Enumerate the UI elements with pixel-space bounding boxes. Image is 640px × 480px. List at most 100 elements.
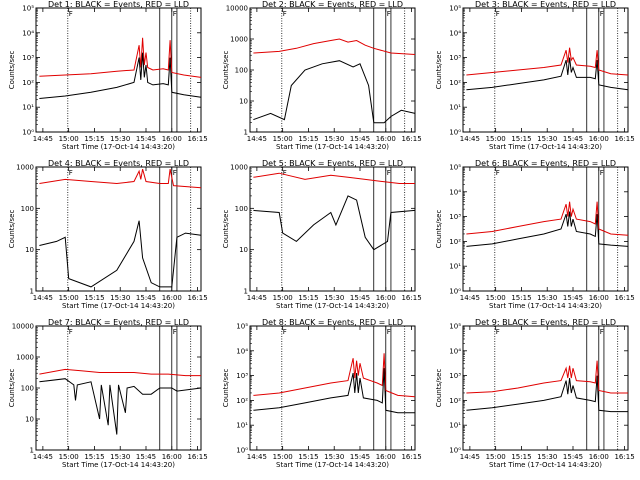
x-tick-label: 14:45 (460, 294, 480, 302)
x-tick-label: 16:15 (187, 135, 207, 143)
y-tick-label: 10⁵ (449, 5, 461, 13)
x-tick-label: 16:00 (589, 135, 609, 143)
y-tick-label: 10 (25, 416, 34, 424)
x-tick-label: 16:00 (589, 453, 609, 461)
x-tick-label: 15:15 (298, 453, 318, 461)
x-tick-label: 15:00 (273, 294, 293, 302)
flag-label: F (387, 169, 391, 177)
y-tick-label: 100 (21, 385, 34, 393)
x-tick-label: 14:45 (33, 294, 53, 302)
x-tick-label: 15:15 (298, 135, 318, 143)
chart-panel-2: Det 2: BLACK = Events, RED = LLD 1 10 100 10… (222, 0, 422, 151)
x-tick-label: 15:45 (563, 294, 583, 302)
y-tick-label: 10 (239, 246, 248, 254)
chart-panel-5: Det 5: BLACK = Events, RED = LLD 1 10 100 10… (222, 159, 422, 310)
chart-title: Det 5: BLACK = Events, RED = LLD (262, 159, 403, 168)
x-tick-label: 15:30 (110, 135, 130, 143)
y-tick-label: 10⁵ (449, 164, 461, 172)
x-tick-label: 15:30 (537, 453, 557, 461)
y-tick-label: 10³ (449, 372, 461, 380)
series-line-events (253, 60, 416, 124)
series-line-lld (466, 47, 629, 76)
x-tick-label: 16:00 (376, 294, 396, 302)
y-tick-label: 10² (449, 397, 461, 405)
x-tick-label: 15:45 (563, 135, 583, 143)
y-tick-label: 10² (22, 79, 34, 87)
x-tick-label: 15:15 (511, 453, 531, 461)
x-tick-label: 14:45 (460, 453, 480, 461)
series-line-events (39, 378, 202, 435)
series-line-lld (253, 353, 416, 398)
chart-title: Det 4: BLACK = Events, RED = LLD (48, 159, 189, 168)
x-tick-label: 16:15 (614, 135, 634, 143)
y-tick-label: 10⁰ (449, 129, 461, 137)
y-tick-label: 10¹ (22, 104, 34, 112)
chart-panel-7: Det 7: BLACK = Events, RED = LLD 1 10 100 10… (8, 318, 208, 469)
plot-frame (249, 325, 416, 451)
y-tick-label: 1000 (16, 164, 34, 172)
x-tick-label: 15:30 (324, 294, 344, 302)
y-tick-label: 10² (449, 79, 461, 87)
y-tick-label: 10⁰ (449, 447, 461, 455)
y-axis-label: Counts/sec (222, 369, 230, 408)
series-line-events (466, 57, 629, 91)
y-tick-label: 10³ (449, 54, 461, 62)
x-tick-label: 16:15 (401, 453, 421, 461)
y-axis-label: Counts/sec (8, 51, 16, 90)
flag-label: F (496, 169, 500, 177)
series-line-events (253, 368, 415, 414)
x-tick-label: 15:15 (511, 135, 531, 143)
y-tick-label: 100 (235, 67, 248, 75)
y-axis-label: Counts/sec (435, 210, 443, 249)
x-tick-label: 16:00 (162, 135, 182, 143)
flag-label: F (600, 10, 604, 18)
x-tick-label: 15:45 (136, 453, 156, 461)
series-line-lld (39, 37, 202, 78)
x-tick-label: 15:30 (537, 294, 557, 302)
series-line-events (39, 52, 202, 99)
y-tick-label: 10¹ (236, 422, 248, 430)
x-tick-label: 16:15 (614, 294, 634, 302)
x-tick-label: 15:45 (350, 135, 370, 143)
plot-frame (462, 325, 629, 451)
y-tick-label: 10000 (12, 323, 34, 331)
flag-label: F (387, 10, 391, 18)
chart-title: Det 2: BLACK = Events, RED = LLD (262, 0, 403, 9)
x-axis-label: Start Time (17-Oct-14 14:43:20) (489, 461, 602, 469)
x-tick-label: 16:15 (401, 135, 421, 143)
series-line-events (253, 195, 416, 251)
series-line-lld (466, 360, 628, 394)
x-tick-label: 15:00 (486, 294, 506, 302)
chart-title: Det 7: BLACK = Events, RED = LLD (48, 318, 189, 327)
y-tick-label: 1 (30, 288, 34, 296)
plot-frame (35, 166, 202, 292)
flag-label: F (600, 328, 604, 336)
y-tick-label: 100 (21, 205, 34, 213)
x-tick-label: 14:45 (247, 294, 267, 302)
series-line-lld (253, 172, 415, 184)
y-tick-label: 10³ (449, 213, 461, 221)
y-tick-label: 10³ (22, 54, 34, 62)
x-axis-label: Start Time (17-Oct-14 14:43:20) (489, 302, 602, 310)
chart-title: Det 1: BLACK = Events, RED = LLD (48, 0, 189, 9)
x-axis-label: Start Time (17-Oct-14 14:43:20) (276, 302, 389, 310)
x-tick-label: 15:00 (273, 453, 293, 461)
x-tick-label: 15:30 (537, 135, 557, 143)
y-tick-label: 10¹ (449, 263, 461, 271)
flag-label: F (69, 328, 73, 336)
series-line-lld (253, 38, 416, 55)
x-tick-label: 14:45 (33, 453, 53, 461)
plot-frame (249, 7, 416, 133)
x-axis-label: Start Time (17-Oct-14 14:43:20) (62, 143, 175, 151)
y-tick-label: 10⁵ (449, 323, 461, 331)
flag-label: F (387, 328, 391, 336)
x-tick-label: 14:45 (247, 453, 267, 461)
y-axis-label: Counts/sec (8, 369, 16, 408)
chart-panel-1: Det 1: BLACK = Events, RED = LLD 10⁰ 10¹ 10… (8, 0, 208, 151)
x-tick-label: 16:00 (376, 453, 396, 461)
chart-title: Det 9: BLACK = Events, RED = LLD (475, 318, 616, 327)
y-tick-label: 10² (449, 238, 461, 246)
x-tick-label: 14:45 (460, 135, 480, 143)
flag-label: F (69, 10, 73, 18)
